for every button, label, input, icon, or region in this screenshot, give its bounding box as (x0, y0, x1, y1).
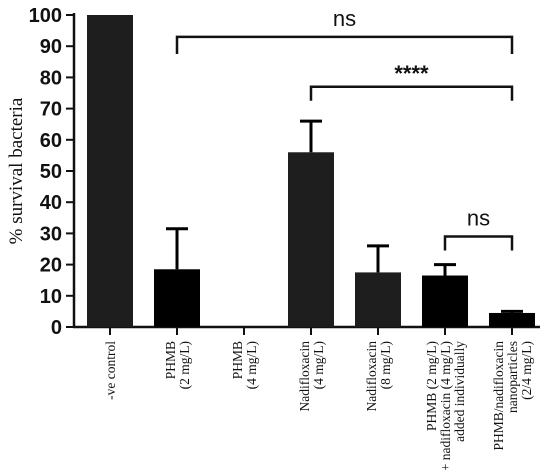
bar (489, 312, 535, 327)
bar (422, 275, 468, 327)
bar (355, 272, 401, 327)
x-category-label: (2/4 mg/L) (519, 341, 534, 400)
y-tick-label: 90 (40, 36, 62, 58)
bar (288, 152, 334, 327)
y-axis-label: % survival bacteria (6, 97, 27, 244)
x-category-label: (4 mg/L) (311, 341, 326, 389)
y-tick-label: 70 (40, 99, 62, 121)
x-category-label: Nadifloxacin (364, 341, 379, 412)
x-category-label: PHMB (230, 341, 245, 379)
y-tick-label: 40 (40, 192, 62, 214)
x-category-label: PHMB/nadifloxacin (491, 341, 506, 451)
y-tick-label: 10 (40, 286, 62, 308)
significance-label: ns (467, 206, 490, 231)
y-tick-label: 100 (29, 5, 62, 27)
y-tick-label: 50 (40, 161, 62, 183)
x-category-label: (4 mg/L) (244, 341, 259, 389)
y-tick-label: 60 (40, 130, 62, 152)
x-category-label: (2 mg/L) (177, 341, 192, 389)
significance-label: ns (333, 6, 356, 31)
y-tick-label: 0 (51, 317, 62, 339)
x-category-label: Nadifloxacin (297, 341, 312, 412)
x-category-label: PHMB (163, 341, 178, 379)
x-category-label: (8 mg/L) (378, 341, 393, 389)
plot-area: % survival bacteria 0 10 20 30 40 50 60 70 80 90 10… (6, 5, 540, 470)
significance-bracket (443, 235, 514, 251)
significance-bracket (309, 85, 514, 101)
bar (87, 15, 133, 327)
x-category-label: nanoparticles (505, 341, 520, 413)
x-category-label: + nadifloxacin (4 mg/L) (438, 341, 453, 470)
y-tick-label: 20 (40, 255, 62, 277)
x-category-label: -ve control (103, 341, 118, 400)
x-category-label: PHMB (2 mg/L) (424, 341, 439, 431)
significance-bracket (175, 35, 514, 54)
y-tick-label: 30 (40, 223, 62, 245)
y-tick-label: 80 (40, 67, 62, 89)
x-category-label: added individually (452, 341, 467, 442)
bar (154, 269, 200, 327)
significance-label: **** (394, 61, 429, 86)
